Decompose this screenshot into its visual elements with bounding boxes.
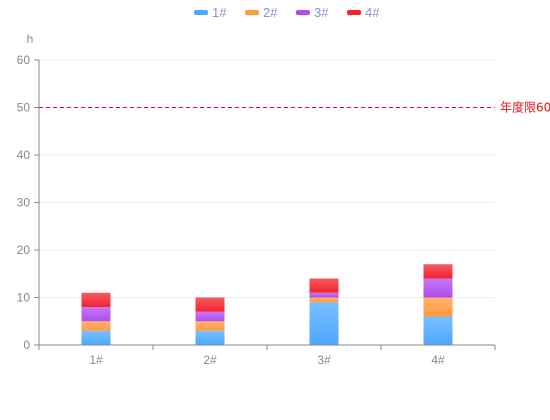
bar-segment[interactable] — [81, 321, 111, 331]
y-tick-label: 60 — [17, 53, 31, 67]
bar-segment[interactable] — [423, 264, 453, 279]
legend: 1# 2# 3# 4# — [194, 5, 380, 20]
legend-swatch — [194, 10, 208, 15]
legend-item[interactable]: 1# — [194, 5, 227, 20]
bar-segment[interactable] — [423, 278, 453, 298]
legend-swatch — [347, 10, 361, 15]
y-tick-label: 40 — [17, 148, 31, 162]
bar-segment[interactable] — [309, 292, 339, 298]
legend-label: 4# — [365, 5, 380, 20]
bar-segment[interactable] — [195, 330, 225, 345]
bar-segment[interactable] — [309, 278, 339, 293]
y-tick-label: 50 — [17, 101, 31, 115]
y-tick-label: 0 — [23, 338, 30, 352]
bar-segment[interactable] — [195, 321, 225, 331]
x-tick-label: 3# — [317, 353, 331, 367]
y-tick-label: 20 — [17, 243, 31, 257]
bars — [81, 264, 453, 346]
bar-segment[interactable] — [81, 330, 111, 345]
legend-label: 3# — [314, 5, 329, 20]
bar-segment[interactable] — [309, 302, 339, 345]
x-tick-label: 4# — [431, 353, 445, 367]
bar-segment[interactable] — [309, 297, 339, 303]
x-tick-label: 1# — [89, 353, 103, 367]
legend-label: 1# — [212, 5, 227, 20]
bar-segment[interactable] — [81, 307, 111, 322]
bar-segment[interactable] — [423, 316, 453, 346]
x-tick-label: 2# — [203, 353, 217, 367]
legend-swatch — [296, 10, 310, 15]
bar-segment[interactable] — [81, 292, 111, 307]
reference-line: 年度限60 — [39, 100, 550, 115]
y-tick-label: 30 — [17, 196, 31, 210]
legend-item[interactable]: 2# — [245, 5, 278, 20]
grid-lines — [39, 59, 495, 298]
bar-segment[interactable] — [195, 311, 225, 322]
y-axis-label: h — [27, 32, 34, 46]
legend-item[interactable]: 4# — [347, 5, 380, 20]
reference-line-label: 年度限60 — [500, 100, 550, 115]
x-axis-ticks: 1# 2# 3# 4# — [38, 345, 496, 367]
bar-segment[interactable] — [195, 297, 225, 312]
y-tick-label: 10 — [17, 291, 31, 305]
legend-label: 2# — [263, 5, 278, 20]
legend-swatch — [245, 10, 259, 15]
bar-segment[interactable] — [423, 297, 453, 317]
y-axis-ticks: 0 10 20 30 40 50 60 — [17, 53, 39, 352]
legend-item[interactable]: 3# — [296, 5, 329, 20]
